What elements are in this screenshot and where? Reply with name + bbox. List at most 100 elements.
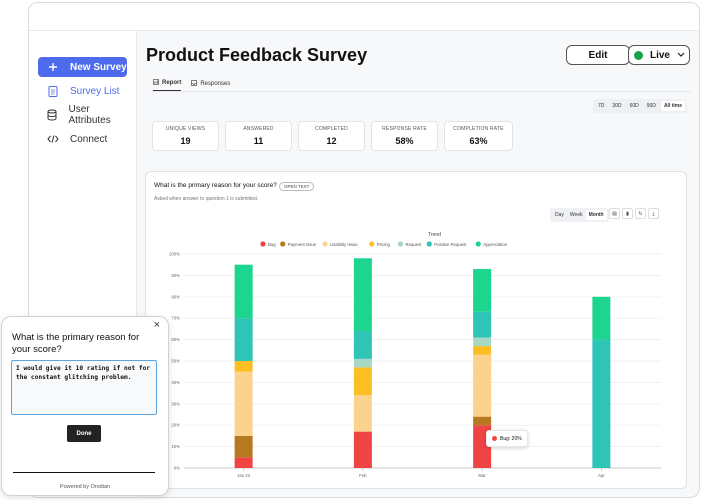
y-tick-label: 90% [171, 273, 180, 278]
stat-card: ANSWERED 11 [225, 121, 292, 151]
tab-label: Report [162, 80, 182, 86]
chevron-down-icon [677, 50, 685, 61]
powered-by: Powered by Orodian [59, 484, 111, 490]
bar-segment [234, 318, 253, 361]
granularity-month[interactable]: Month [585, 210, 607, 220]
stat-label: COMPLETION RATE [453, 126, 504, 132]
bar-chart-icon[interactable]: ▮ [622, 208, 633, 219]
granularity-day[interactable]: Day [555, 212, 564, 218]
bar-segment [353, 367, 372, 396]
widget-question: What is the primary reason for your scor… [12, 332, 140, 355]
bar-segment [234, 361, 253, 372]
tab-label: Responses [200, 80, 231, 87]
legend-swatch [280, 241, 286, 247]
bar-segment [473, 346, 492, 355]
range-all-time[interactable]: All time [660, 101, 685, 111]
clipboard-icon [46, 85, 60, 97]
y-tick-label: 100% [169, 252, 180, 257]
stat-value: 58% [395, 136, 414, 146]
refresh-icon[interactable]: ↻ [635, 208, 646, 219]
close-icon[interactable]: × [153, 319, 160, 331]
survey-widget: × What is the primary reason for your sc… [1, 316, 169, 496]
database-icon [46, 109, 58, 121]
bar-segment [353, 258, 372, 332]
trend-chart: Trend Bug Payment Issue Usability Issue Pric… [169, 232, 661, 478]
range-30d[interactable]: 30D [612, 103, 622, 109]
sidebar-item-label: User Attributes [68, 104, 111, 126]
y-tick-label: 10% [171, 444, 180, 449]
tab-report[interactable]: Report [153, 79, 182, 91]
status-label: Live [649, 49, 670, 61]
y-tick-label: 70% [171, 316, 180, 321]
stat-value: 19 [180, 136, 191, 146]
tab-divider [153, 91, 691, 92]
y-tick-label: 60% [171, 337, 180, 342]
new-survey-button[interactable]: New Survey [38, 57, 127, 77]
tab-responses[interactable]: Responses [191, 79, 230, 91]
answer-textarea[interactable]: I would give it 10 rating if not for the… [11, 360, 157, 415]
tooltip-swatch [492, 436, 497, 441]
page-title: Product Feedback Survey [146, 45, 368, 65]
question-summary-panel: What is the primary reason for your scor… [145, 171, 687, 489]
plus-icon [46, 62, 60, 72]
y-tick-label: 20% [171, 423, 180, 428]
legend-label: Appreciation [483, 242, 507, 247]
bar-segment [234, 435, 253, 458]
bar-segment [234, 457, 253, 468]
stat-card: UNIQUE VIEWS 19 [152, 121, 219, 151]
chart-title: Trend [428, 232, 441, 238]
bar-segment [234, 371, 253, 436]
stat-label: COMPLETED [315, 126, 348, 132]
legend-swatch [475, 241, 481, 247]
bar-segment [473, 416, 492, 426]
bar-segment [353, 358, 372, 368]
y-tick-label: 50% [171, 359, 180, 364]
legend-swatch [397, 241, 404, 247]
range-60d[interactable]: 60D [629, 103, 639, 109]
tooltip-text: Bug: 20% [500, 435, 522, 442]
sidebar-item-label: Connect [70, 133, 108, 145]
sidebar-item-label: Survey List [70, 85, 120, 97]
live-status-dot [634, 50, 643, 60]
sidebar-item-survey-list[interactable]: Survey List [38, 81, 127, 101]
bar-segment [353, 331, 372, 359]
stat-card: COMPLETION RATE 63% [444, 121, 513, 151]
stat-label: UNIQUE VIEWS [165, 126, 206, 132]
x-tick-label: Apr [598, 473, 605, 478]
bar-segment [473, 268, 492, 312]
top-bar [29, 3, 699, 31]
app-window: New Survey Survey List User Attributes C… [28, 2, 700, 498]
bar-segment [234, 264, 253, 319]
range-90d[interactable]: 90D [646, 103, 656, 109]
sidebar-item-user-attributes[interactable]: User Attributes [38, 104, 127, 126]
x-tick-label: Mar [478, 473, 486, 478]
tab-bar: Report Responses [153, 79, 230, 91]
status-dropdown[interactable]: Live [628, 45, 690, 65]
stat-label: RESPONSE RATE [382, 126, 427, 132]
sidebar-item-connect[interactable]: Connect [38, 129, 127, 149]
code-icon [46, 134, 60, 144]
granularity-selector: Day Week Month [550, 208, 609, 222]
granularity-week[interactable]: Week [569, 212, 583, 218]
stats-row: UNIQUE VIEWS 19 ANSWERED 11 COMPLETED 12… [152, 121, 513, 151]
edit-button[interactable]: Edit [566, 45, 630, 65]
progress-bar [13, 472, 155, 473]
chart-toolbar: ▤ ▮ ↻ ⤓ [609, 208, 659, 219]
stat-value: 12 [326, 136, 337, 146]
chart-tooltip: Bug: 20% [486, 430, 528, 447]
data-view-icon[interactable]: ▤ [609, 208, 620, 219]
question-type-badge: OPEN TEXT [279, 182, 315, 191]
stat-card: RESPONSE RATE 58% [371, 121, 438, 151]
main-content: Product Feedback Survey Edit Live Report… [137, 31, 699, 497]
done-button[interactable]: Done [67, 425, 101, 442]
legend-label: Payment Issue [288, 242, 317, 247]
download-icon[interactable]: ⤓ [648, 208, 659, 219]
legend-swatch [426, 241, 432, 247]
legend-label: Positive Request [434, 242, 467, 247]
inbox-icon [191, 79, 198, 88]
date-range-selector: 7D 30D 60D 90D All time [592, 99, 687, 113]
range-7d[interactable]: 7D [597, 103, 605, 109]
legend-swatch [322, 241, 328, 247]
bar-segment [592, 339, 611, 468]
legend-swatch [260, 241, 266, 247]
